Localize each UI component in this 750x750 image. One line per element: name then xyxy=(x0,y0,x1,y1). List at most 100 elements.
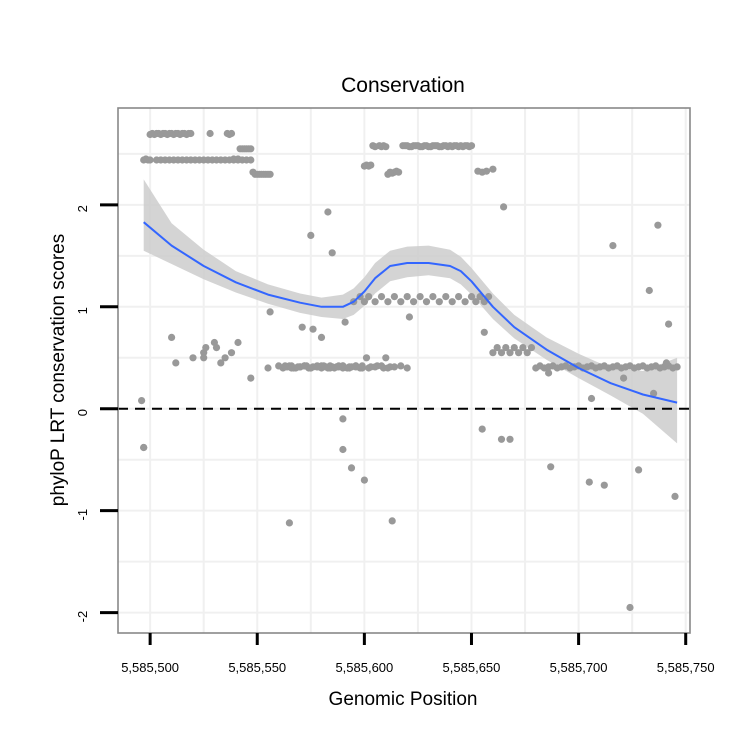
data-point xyxy=(377,293,386,301)
data-point xyxy=(172,359,180,367)
data-point xyxy=(416,293,424,301)
data-point xyxy=(395,168,403,176)
data-point xyxy=(317,333,326,341)
smooth-line-group xyxy=(143,221,678,404)
data-point xyxy=(221,354,229,362)
data-point xyxy=(435,298,443,306)
x-axis-title: Genomic Position xyxy=(329,689,478,710)
data-point xyxy=(320,362,328,370)
y-tick-label: -1 xyxy=(75,509,90,521)
data-point xyxy=(382,354,390,362)
data-point xyxy=(266,170,274,178)
data-point xyxy=(388,517,396,525)
data-point xyxy=(390,363,398,371)
data-point xyxy=(403,364,411,372)
data-point xyxy=(390,293,398,301)
data-point xyxy=(384,364,392,372)
smooth-line xyxy=(143,221,678,404)
data-point xyxy=(200,354,208,362)
data-points xyxy=(138,129,681,612)
y-tick-label: 2 xyxy=(75,205,90,212)
data-point xyxy=(662,359,671,367)
data-point xyxy=(352,363,360,371)
data-point xyxy=(332,363,341,371)
data-point xyxy=(217,359,225,367)
data-point xyxy=(247,156,255,164)
data-point xyxy=(506,435,514,443)
data-point xyxy=(489,165,497,173)
data-point xyxy=(397,298,405,306)
data-point xyxy=(493,344,501,352)
data-point xyxy=(146,156,154,164)
y-axis-title: phyloP LRT conservation scores xyxy=(48,234,69,507)
data-point xyxy=(382,143,390,151)
data-point xyxy=(635,466,643,474)
data-point xyxy=(587,394,596,403)
data-point xyxy=(600,481,608,489)
data-point xyxy=(650,389,658,397)
data-point xyxy=(234,338,242,347)
data-point xyxy=(384,298,392,306)
data-point xyxy=(472,298,480,306)
data-point xyxy=(227,129,236,138)
data-point xyxy=(367,161,375,169)
data-point xyxy=(654,221,662,229)
plot-frame xyxy=(117,107,691,634)
y-tick-label: -2 xyxy=(75,611,90,623)
data-point xyxy=(345,364,353,372)
x-tick-label: 5,585,750 xyxy=(657,660,715,675)
data-point xyxy=(371,298,379,306)
data-point xyxy=(287,364,296,372)
data-point xyxy=(309,325,317,333)
data-point xyxy=(519,344,527,352)
data-point xyxy=(620,374,628,382)
data-point xyxy=(187,129,195,138)
data-point xyxy=(585,478,593,486)
data-point xyxy=(502,344,510,352)
data-point xyxy=(482,167,491,175)
data-point xyxy=(360,298,368,306)
data-point xyxy=(360,476,368,484)
data-point xyxy=(326,364,334,372)
data-point xyxy=(480,328,488,336)
data-point xyxy=(527,344,536,352)
data-point xyxy=(371,363,379,371)
data-point xyxy=(307,231,315,239)
y-axis: -2 -1 0 1 2 xyxy=(75,203,118,623)
data-point xyxy=(609,242,617,250)
data-point xyxy=(410,298,418,306)
data-point xyxy=(645,286,653,295)
data-point xyxy=(307,364,315,372)
data-point xyxy=(429,293,437,301)
data-point xyxy=(455,293,463,301)
data-point xyxy=(545,369,553,377)
x-tick-label: 5,585,650 xyxy=(443,660,501,675)
x-axis: 5,585,500 5,585,550 5,585,600 5,585,650 5,58… xyxy=(121,633,715,675)
data-point xyxy=(500,203,508,211)
data-point xyxy=(461,298,469,306)
data-point xyxy=(227,349,236,357)
data-point xyxy=(247,374,255,382)
data-point xyxy=(202,344,210,352)
x-tick-label: 5,585,550 xyxy=(228,660,286,675)
data-point xyxy=(397,362,405,370)
data-point xyxy=(478,425,486,433)
data-point xyxy=(489,349,497,357)
data-point xyxy=(313,363,321,371)
data-point xyxy=(467,293,476,301)
data-point xyxy=(626,603,634,612)
data-point xyxy=(264,364,272,372)
data-point xyxy=(497,435,506,443)
data-point xyxy=(328,249,336,257)
data-point xyxy=(497,349,506,357)
data-point xyxy=(294,363,302,371)
data-point xyxy=(377,362,386,370)
data-point xyxy=(362,354,371,362)
data-point xyxy=(339,362,347,370)
data-point xyxy=(365,293,373,301)
data-point xyxy=(671,492,679,500)
data-point xyxy=(298,323,306,331)
y-tick-label: 0 xyxy=(75,409,90,416)
x-tick-label: 5,585,500 xyxy=(121,660,179,675)
